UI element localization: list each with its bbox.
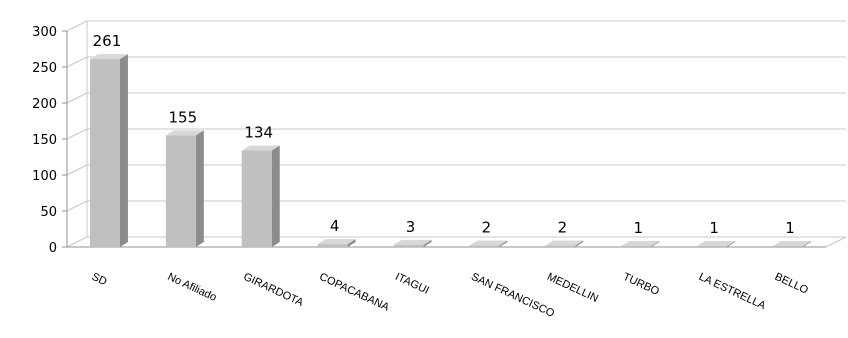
bar (697, 241, 736, 247)
bar-side (195, 130, 204, 247)
bar (241, 145, 280, 247)
gridline-connector (66, 200, 88, 212)
bar-front (621, 246, 652, 247)
gridline-connector (66, 92, 88, 104)
gridline-connector (66, 128, 88, 140)
category-label: GIRARDOTA (241, 271, 305, 309)
category-label: SAN FRANCISCO (469, 271, 556, 320)
bar-front (241, 150, 272, 247)
bar-top (621, 241, 660, 246)
category-label: SD (90, 271, 109, 288)
category-label: ITAGUI (393, 271, 431, 297)
data-label: 1 (633, 219, 643, 237)
bar-top (469, 240, 508, 246)
gridline-connector (66, 164, 88, 176)
bar-side (347, 239, 356, 247)
bar-side (119, 54, 128, 247)
bar-side (727, 241, 736, 247)
gridline-connector (66, 20, 88, 32)
data-label: 2 (558, 219, 568, 237)
bar (469, 240, 508, 247)
y-tick-label: 150 (32, 133, 57, 148)
category-labels: SD No Afiliado GIRARDOTA COPACABANA ITAGUI SA… (90, 271, 811, 320)
bar-top (317, 239, 356, 245)
bar-top (545, 240, 584, 246)
gridline-connector (66, 56, 88, 68)
category-label: MEDELLIN (545, 271, 600, 305)
category-label: TURBO (621, 271, 661, 298)
data-label: 134 (244, 124, 273, 142)
data-label: 1 (709, 219, 719, 237)
data-label: 3 (406, 218, 416, 236)
category-label: COPACABANA (317, 271, 391, 314)
bar-side (271, 145, 280, 247)
bars (89, 54, 812, 247)
bar (317, 239, 356, 247)
y-tick-label: 250 (32, 61, 57, 76)
category-label: No Afiliado (166, 271, 219, 304)
bar-side (499, 240, 508, 247)
bar-front (393, 244, 424, 247)
bar-top (697, 241, 736, 246)
y-tick-label: 50 (40, 205, 57, 220)
floor-right-edge (825, 236, 847, 248)
bar-top (89, 54, 128, 60)
bar-front (89, 59, 120, 247)
y-tick-label: 0 (49, 241, 57, 256)
category-label: BELLO (773, 271, 811, 297)
data-label: 1 (785, 219, 795, 237)
bar-top (393, 239, 432, 245)
bar (165, 130, 204, 247)
bar-front (545, 245, 576, 247)
y-tick-label: 100 (32, 169, 57, 184)
bar (89, 54, 128, 247)
bar (393, 239, 432, 247)
data-label: 261 (93, 32, 122, 50)
y-tick-label: 200 (32, 97, 57, 112)
bar-front (469, 245, 500, 247)
bar-front (773, 246, 804, 247)
bar-side (651, 241, 660, 247)
gridline-connector (66, 236, 88, 248)
y-tick-label: 300 (32, 25, 57, 40)
bar-top (241, 145, 280, 151)
data-label: 4 (330, 217, 340, 235)
bar (545, 240, 584, 247)
bar-side (423, 239, 432, 247)
gridlines (66, 20, 846, 248)
bar-side (575, 240, 584, 247)
bar-side (803, 241, 812, 247)
bar-front (697, 246, 728, 247)
category-label: LA ESTRELLA (697, 271, 768, 313)
data-label: 155 (169, 108, 198, 126)
bar-front (165, 135, 196, 247)
bar-front (317, 244, 348, 247)
bar-top (165, 130, 204, 136)
y-tick-labels: 0 50 100 150 200 250 300 (32, 25, 57, 256)
bar-top (773, 241, 812, 246)
bar (773, 241, 812, 247)
data-label: 2 (482, 219, 492, 237)
data-labels: 261 155 134 4 3 2 2 1 1 1 (93, 32, 795, 237)
bar (621, 241, 660, 247)
